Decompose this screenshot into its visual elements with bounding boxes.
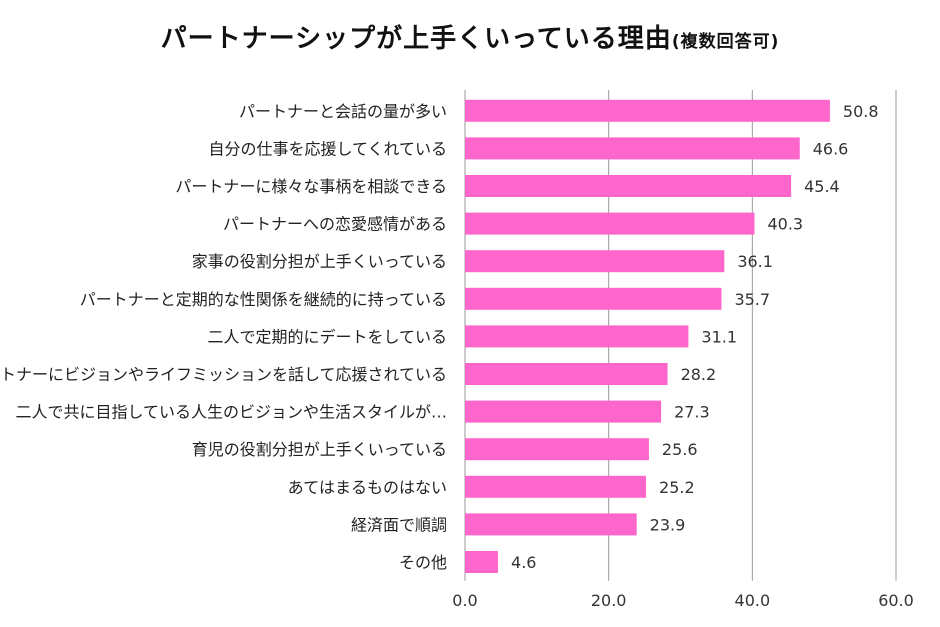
value-label: 40.3 [767,215,803,234]
bar [465,551,499,573]
category-label: パートナーにビジョンやライフミッションを話して応援されている [0,365,447,384]
value-label: 23.9 [650,515,686,534]
chart-title: パートナーシップが上手くいっている理由(複数回答可) [0,18,940,55]
value-label: 36.1 [737,252,773,271]
bar [465,363,668,385]
value-label: 50.8 [843,102,879,121]
bar [465,438,649,461]
value-label: 4.6 [511,553,536,572]
bar [465,250,725,273]
x-tick-label: 60.0 [878,591,914,610]
value-label: 27.3 [674,403,710,422]
bar [465,175,792,197]
category-label: 家事の役割分担が上手くいっている [192,252,447,271]
value-label: 25.6 [662,440,698,459]
chart-subtitle: (複数回答可) [671,32,780,52]
bar [465,475,647,498]
chart-title-main: パートナーシップが上手くいっている理由 [160,24,672,54]
category-label: あてはまるものはない [288,478,447,497]
value-label: 25.2 [659,478,695,497]
category-label: パートナーと会話の量が多い [239,102,447,121]
category-label: パートナーに様々な事柄を相談できる [175,177,447,196]
x-tick-label: 40.0 [735,591,771,610]
category-label: 二人で共に目指している人生のビジョンや生活スタイルが… [15,403,447,422]
value-label: 28.2 [681,365,717,384]
value-label: 46.6 [813,139,849,158]
bar [465,400,662,423]
category-label: 二人で定期的にデートをしている [207,327,447,346]
category-label: 経済面で順調 [351,515,447,534]
category-label: 育児の役割分担が上手くいっている [192,440,447,459]
category-label: その他 [399,553,447,572]
category-label: 自分の仕事を応援してくれている [208,139,447,158]
category-label: パートナーと定期的な性関係を継続的に持っている [80,290,447,309]
value-label: 45.4 [804,177,840,196]
x-tick-label: 0.0 [452,591,477,610]
value-label: 35.7 [734,290,770,309]
x-tick-label: 20.0 [591,591,627,610]
category-label: パートナーへの恋愛感情がある [223,215,447,234]
bar [465,325,689,348]
bar [465,99,830,122]
value-label: 31.1 [701,327,737,346]
bar [465,287,722,310]
bar [465,513,637,536]
bar [465,137,800,160]
bar [465,212,755,235]
